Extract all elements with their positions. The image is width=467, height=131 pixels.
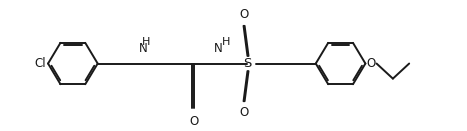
Text: H: H — [142, 37, 150, 47]
Text: S: S — [243, 57, 252, 70]
Text: N: N — [139, 42, 148, 55]
Text: N: N — [214, 42, 223, 55]
Text: O: O — [239, 8, 248, 21]
Text: O: O — [239, 106, 248, 119]
Text: O: O — [189, 115, 198, 128]
Text: Cl: Cl — [35, 57, 46, 70]
Text: H: H — [222, 37, 231, 47]
Text: O: O — [366, 57, 375, 70]
